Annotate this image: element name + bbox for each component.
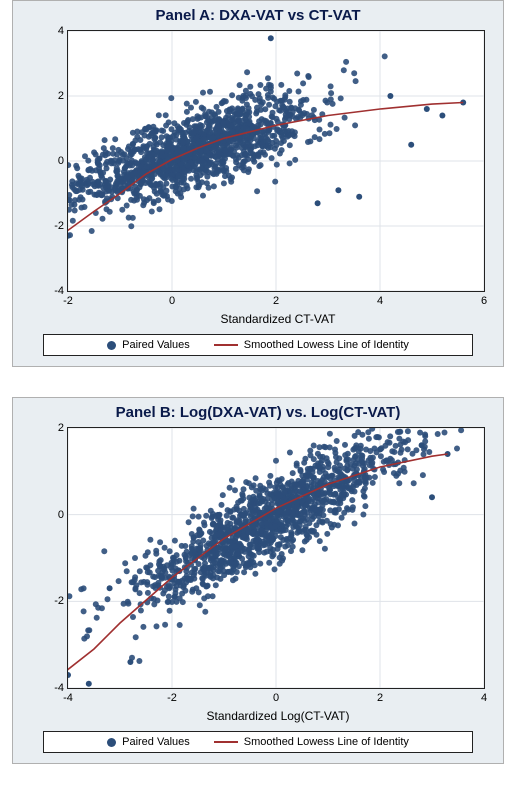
legend-item: Paired Values	[107, 736, 190, 748]
legend-line-icon	[214, 344, 238, 346]
legend-label: Smoothed Lowess Line of Identity	[244, 339, 409, 351]
legend-label: Paired Values	[122, 339, 190, 351]
panel-a-plot: -20246 -4-2024	[67, 30, 485, 292]
panel-b-xlabel: Standardized Log(CT-VAT)	[67, 709, 489, 723]
legend-item: Smoothed Lowess Line of Identity	[214, 339, 409, 351]
panel-b: Panel B: Log(DXA-VAT) vs. Log(CT-VAT) St…	[12, 397, 504, 764]
legend-dot-icon	[107, 341, 116, 350]
panel-b-title: Panel B: Log(DXA-VAT) vs. Log(CT-VAT)	[13, 398, 503, 423]
panel-b-plot: -4-2024 -4-202	[67, 427, 485, 689]
legend-dot-icon	[107, 738, 116, 747]
legend-line-icon	[214, 741, 238, 743]
panel-b-yticks: -4-202	[40, 428, 64, 688]
panel-a: Panel A: DXA-VAT vs CT-VAT Standardized …	[12, 0, 504, 367]
panel-a-yticks: -4-2024	[40, 31, 64, 291]
panel-b-xticks: -4-2024	[68, 692, 484, 706]
legend-label: Paired Values	[122, 736, 190, 748]
legend-label: Smoothed Lowess Line of Identity	[244, 736, 409, 748]
legend-item: Smoothed Lowess Line of Identity	[214, 736, 409, 748]
panel-a-xlabel: Standardized CT-VAT	[67, 312, 489, 326]
panel-a-title: Panel A: DXA-VAT vs CT-VAT	[13, 1, 503, 26]
panel-a-legend: Paired Values Smoothed Lowess Line of Ide…	[43, 334, 473, 356]
panel-a-xticks: -20246	[68, 295, 484, 309]
panel-b-legend: Paired Values Smoothed Lowess Line of Ide…	[43, 731, 473, 753]
legend-item: Paired Values	[107, 339, 190, 351]
